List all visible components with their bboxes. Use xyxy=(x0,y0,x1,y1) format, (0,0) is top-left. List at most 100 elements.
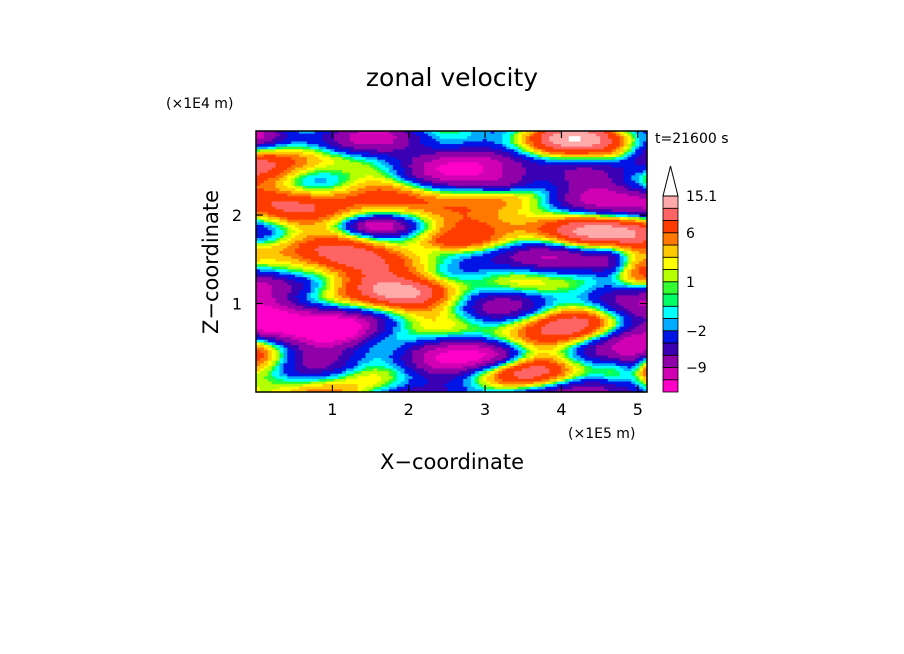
heatmap-cell xyxy=(482,177,488,182)
heatmap-cell xyxy=(514,198,519,203)
heatmap-cell xyxy=(424,185,429,190)
heatmap-cell xyxy=(381,159,386,163)
heatmap-cell xyxy=(627,151,632,156)
heatmap-cell xyxy=(611,159,617,163)
heatmap-cell xyxy=(267,180,273,184)
heatmap-cell xyxy=(627,196,632,200)
heatmap-cell xyxy=(349,141,355,145)
heatmap-cell xyxy=(490,141,496,145)
heatmap-cell xyxy=(353,188,359,192)
heatmap-cell xyxy=(635,196,640,200)
heatmap-cell xyxy=(510,159,515,163)
heatmap-cell xyxy=(381,191,386,195)
heatmap-cell xyxy=(318,201,324,205)
heatmap-cell xyxy=(256,185,261,190)
heatmap-cell xyxy=(455,136,460,140)
heatmap-cell xyxy=(345,188,351,192)
heatmap-cell xyxy=(420,191,425,195)
heatmap-cell xyxy=(291,183,296,187)
heatmap-cell xyxy=(322,177,327,182)
heatmap-cell xyxy=(310,141,316,145)
heatmap-cell xyxy=(306,164,312,169)
heatmap-cell xyxy=(377,164,382,169)
heatmap-cell xyxy=(482,159,488,163)
heatmap-cell xyxy=(365,133,370,137)
heatmap-cell xyxy=(498,151,503,156)
heatmap-cell xyxy=(369,175,374,179)
heatmap-cell xyxy=(302,167,308,171)
heatmap-cell xyxy=(557,198,562,203)
heatmap-cell xyxy=(369,170,374,174)
heatmap-cell xyxy=(600,141,605,145)
heatmap-cell xyxy=(271,191,277,195)
heatmap-cell xyxy=(521,136,527,140)
heatmap-cell xyxy=(459,154,464,158)
heatmap-cell xyxy=(295,144,300,148)
heatmap-cell xyxy=(545,133,550,137)
heatmap-cell xyxy=(553,144,558,148)
heatmap-cell xyxy=(431,151,437,156)
heatmap-cell xyxy=(357,188,363,192)
heatmap-cell xyxy=(584,164,589,169)
heatmap-cell xyxy=(275,177,281,182)
heatmap-cell xyxy=(596,133,601,137)
heatmap-cell xyxy=(342,144,347,148)
heatmap-cell xyxy=(263,167,269,171)
heatmap-cell xyxy=(302,146,308,150)
heatmap-cell xyxy=(287,151,292,156)
heatmap-cell xyxy=(576,172,582,176)
heatmap-cell xyxy=(529,193,535,197)
heatmap-cell xyxy=(306,177,312,182)
heatmap-cell xyxy=(541,191,546,195)
heatmap-cell xyxy=(545,183,550,187)
heatmap-cell xyxy=(256,177,261,182)
heatmap-cell xyxy=(299,201,304,205)
heatmap-cell xyxy=(424,170,429,174)
heatmap-cell xyxy=(396,170,402,174)
heatmap-cell xyxy=(607,144,613,148)
heatmap-cell xyxy=(568,131,574,135)
heatmap-cell xyxy=(510,191,515,195)
heatmap-cell xyxy=(506,201,511,205)
heatmap-cell xyxy=(564,162,570,166)
heatmap-cell xyxy=(564,175,570,179)
heatmap-cell xyxy=(385,183,390,187)
heatmap-cell xyxy=(361,162,367,166)
heatmap-cell xyxy=(361,198,367,203)
heatmap-cell xyxy=(471,193,476,197)
heatmap-cell xyxy=(322,172,327,176)
heatmap-cell xyxy=(404,151,410,156)
heatmap-cell xyxy=(365,198,370,203)
heatmap-cell xyxy=(369,162,374,166)
heatmap-cell xyxy=(506,151,511,156)
heatmap-cell xyxy=(396,191,402,195)
heatmap-cell xyxy=(299,154,304,158)
heatmap-cell xyxy=(279,167,284,171)
heatmap-cell xyxy=(369,201,374,205)
heatmap-cell xyxy=(271,159,277,163)
heatmap-cell xyxy=(576,191,582,195)
heatmap-cell xyxy=(584,131,589,135)
heatmap-cell xyxy=(643,162,648,166)
heatmap-cell xyxy=(428,193,433,197)
heatmap-cell xyxy=(506,164,511,169)
heatmap-cell xyxy=(416,201,421,205)
heatmap-cell xyxy=(576,136,582,140)
heatmap-cell xyxy=(424,157,429,161)
heatmap-cell xyxy=(428,175,433,179)
heatmap-cell xyxy=(369,167,374,171)
heatmap-cell xyxy=(568,151,574,156)
heatmap-cell xyxy=(365,144,370,148)
heatmap-cell xyxy=(369,188,374,192)
heatmap-cell xyxy=(502,136,507,140)
heatmap-cell xyxy=(451,201,457,205)
heatmap-cell xyxy=(611,162,617,166)
heatmap-cell xyxy=(525,157,531,161)
heatmap-cell xyxy=(486,170,492,174)
heatmap-cell xyxy=(603,196,609,200)
heatmap-cell xyxy=(623,136,629,140)
heatmap-cell xyxy=(490,167,496,171)
heatmap-cell xyxy=(287,170,292,174)
heatmap-cell xyxy=(549,196,554,200)
heatmap-cell xyxy=(607,196,613,200)
